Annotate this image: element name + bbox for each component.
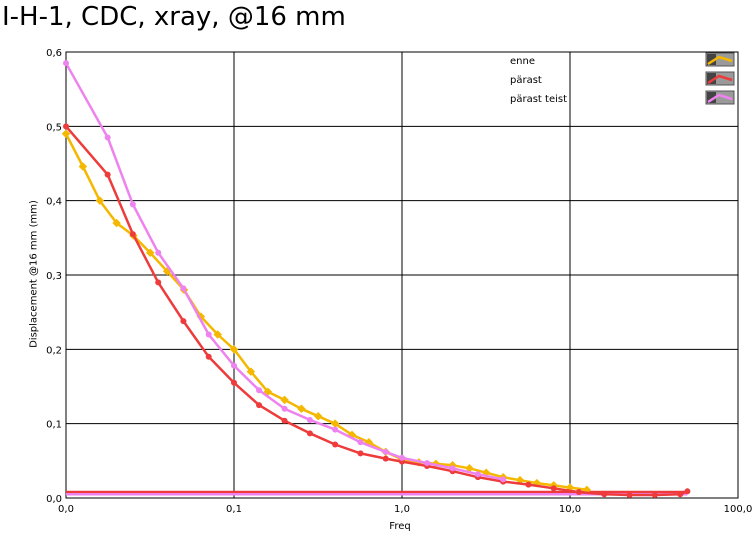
data-point — [246, 367, 256, 376]
data-point — [231, 362, 237, 369]
data-point — [357, 439, 364, 446]
data-point — [112, 218, 121, 228]
data-point — [465, 464, 474, 473]
series-group — [61, 60, 691, 499]
y-tick-label: 0,1 — [46, 420, 62, 431]
x-tick-label: 1,0 — [394, 504, 410, 515]
legend-line — [707, 93, 733, 104]
data-point — [306, 430, 313, 437]
data-point — [332, 441, 339, 448]
legend-swatch-inner — [707, 92, 716, 103]
legend-line — [707, 55, 733, 66]
legend-line — [707, 74, 733, 85]
series-line — [64, 133, 588, 492]
data-point — [231, 379, 237, 386]
data-point — [626, 492, 633, 499]
y-tick-label: 0,0 — [46, 494, 62, 505]
tick-labels: 0,0 0,1 1,0 10,0 100,0 0,0 0,1 0,2 0,3 0,4 0,5 0,6 — [46, 48, 752, 515]
data-point — [424, 460, 431, 467]
data-point — [61, 129, 71, 139]
data-point — [63, 60, 69, 67]
x-axis-label: Freq — [389, 521, 411, 532]
data-point — [651, 492, 658, 499]
data-point — [399, 454, 405, 461]
data-point — [382, 448, 389, 455]
y-tick-label: 0,5 — [46, 122, 62, 133]
data-point — [500, 476, 507, 483]
grid — [65, 51, 739, 499]
data-point — [256, 402, 263, 409]
series-line — [65, 125, 688, 497]
y-tick-label: 0,3 — [46, 271, 62, 282]
data-point — [104, 171, 111, 178]
data-point — [280, 395, 289, 405]
x-tick-label: 0,1 — [226, 504, 242, 515]
x-tick-label: 10,0 — [559, 504, 581, 515]
data-point — [180, 318, 187, 325]
data-point — [677, 491, 684, 498]
data-point — [104, 134, 111, 141]
data-point — [306, 416, 313, 423]
data-point — [382, 455, 389, 462]
legend-label: pärast — [510, 75, 542, 86]
data-point — [205, 331, 212, 338]
data-point — [601, 491, 608, 498]
data-point — [357, 450, 364, 457]
series-2 — [63, 123, 691, 499]
data-point — [78, 162, 88, 171]
data-point — [332, 426, 339, 433]
chart-title: I-H-1, CDC, xray, @16 mm — [2, 2, 346, 32]
data-point — [684, 488, 691, 495]
legend: enne pärast pärast teist — [510, 52, 735, 105]
data-point — [297, 404, 306, 414]
series-3 — [63, 60, 507, 483]
y-tick-label: 0,4 — [46, 197, 62, 208]
data-point — [129, 201, 136, 208]
data-point — [155, 279, 162, 286]
y-tick-label: 0,2 — [46, 345, 62, 356]
data-point — [95, 196, 105, 205]
data-point — [474, 471, 481, 478]
data-point — [256, 387, 263, 394]
legend-label: enne — [510, 56, 535, 67]
data-point — [63, 123, 69, 130]
legend-swatch-inner — [707, 73, 716, 84]
data-point — [449, 465, 456, 472]
legend-label: pärast teist — [510, 94, 567, 105]
data-point — [213, 330, 222, 339]
data-point — [229, 345, 239, 354]
data-point — [145, 248, 155, 257]
data-point — [155, 249, 162, 256]
data-point — [550, 485, 557, 492]
data-point — [180, 285, 187, 292]
data-point — [205, 353, 212, 360]
data-point — [129, 231, 136, 238]
data-point — [313, 411, 323, 421]
data-point — [281, 417, 288, 424]
series-line — [64, 62, 504, 481]
legend-swatch-inner — [707, 54, 716, 65]
data-point — [575, 489, 582, 496]
data-point — [525, 481, 532, 488]
x-tick-label: 0,0 — [58, 504, 74, 515]
y-tick-label: 0,6 — [46, 48, 62, 59]
x-tick-label: 100,0 — [724, 504, 753, 515]
data-point — [330, 419, 340, 428]
data-point — [281, 405, 288, 412]
